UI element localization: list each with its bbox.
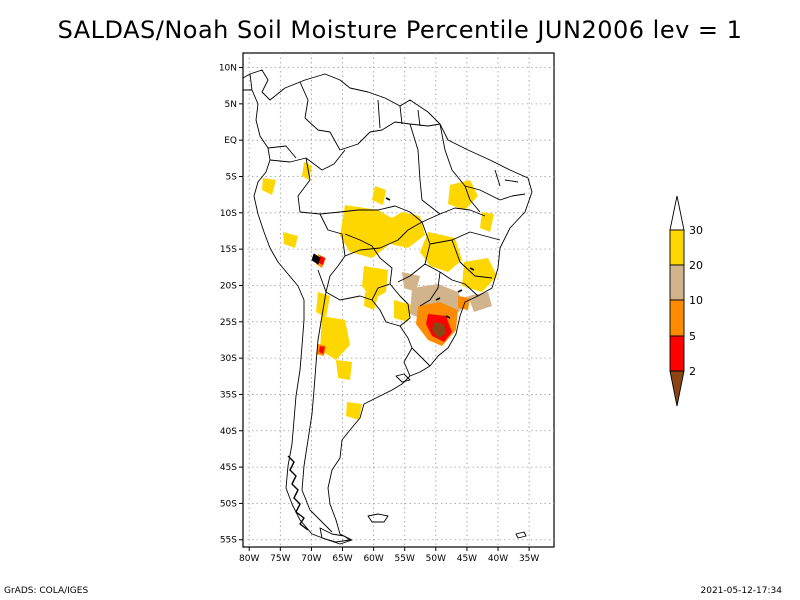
legend-label-2: 2 — [689, 365, 696, 378]
lon-tick-label: 35W — [519, 554, 539, 564]
border-guianas — [377, 99, 421, 129]
shade-sp-orange — [458, 296, 470, 310]
shade-amazon-north — [372, 186, 386, 205]
shade-rs-south — [394, 300, 412, 322]
shade-argentina-red — [319, 346, 325, 354]
shade-argentina-central — [336, 360, 352, 380]
soil-moisture-shading — [262, 162, 497, 420]
longitude-axis: 80W 75W 70W 65W 60W 55W 50W 45W 40W 35W — [239, 547, 539, 564]
border-paraguay — [371, 283, 411, 327]
brazil-states — [319, 123, 526, 307]
central-america — [242, 73, 252, 91]
legend-label-10: 10 — [689, 294, 703, 307]
shade-argentina-nw — [320, 316, 350, 360]
lon-tick-label: 70W — [301, 554, 321, 564]
legend-box-5-10 — [669, 299, 685, 337]
shade-bahia — [480, 212, 494, 232]
shade-bolivia-east — [362, 266, 388, 300]
shade-minas — [462, 258, 497, 292]
map-frame — [242, 52, 555, 548]
lat-tick-label: 40S — [220, 427, 237, 437]
border-venezuela-brazil — [339, 121, 441, 151]
lagoa-dos-patos — [395, 373, 411, 383]
shade-patagonia-north — [346, 402, 362, 420]
lat-tick-label: 15S — [220, 245, 237, 255]
color-legend: 30 20 10 5 2 — [669, 195, 703, 407]
timestamp: 2021-05-12-17:34 — [700, 586, 783, 596]
lake-titicaca — [311, 253, 321, 265]
shade-goias — [420, 232, 462, 272]
latitude-axis: 10N 5N EQ 5S 10S 15S 20S 25S 30S 35S 40S 45S 50S 55S — [219, 64, 243, 546]
coastlines-and-borders — [242, 69, 533, 545]
legend-box-20-30 — [669, 229, 685, 266]
legend-label-30: 30 — [689, 224, 703, 237]
lat-tick-label: 5S — [226, 173, 238, 183]
lat-tick-label: 5N — [225, 100, 237, 110]
shade-peru-red — [319, 256, 325, 265]
lon-tick-label: 75W — [270, 554, 290, 564]
border-uruguay — [403, 347, 413, 377]
shade-rio-tan — [468, 292, 492, 312]
shade-peru-north — [262, 178, 276, 195]
legend-box-10-20 — [669, 264, 685, 301]
lon-tick-label: 40W — [488, 554, 508, 564]
lat-tick-label: 25S — [220, 318, 237, 328]
lat-tick-label: EQ — [224, 136, 237, 146]
falkland-islands — [367, 513, 389, 523]
lat-tick-label: 20S — [220, 281, 237, 291]
lat-lon-grid — [243, 53, 554, 547]
legend-box-2-5 — [669, 335, 685, 372]
border-peru-brazil — [297, 157, 346, 257]
legend-label-5: 5 — [689, 330, 696, 343]
border-bolivia — [325, 233, 393, 301]
chile-fjords — [287, 455, 309, 531]
shade-chile-north — [316, 292, 330, 318]
lat-tick-label: 55S — [220, 536, 237, 546]
lat-tick-label: 45S — [220, 463, 237, 473]
legend-arrow-top — [669, 195, 685, 231]
small-island — [515, 531, 527, 539]
border-colombia-south — [269, 149, 346, 171]
lat-tick-label: 50S — [220, 499, 237, 509]
south-america-coastline — [249, 69, 533, 545]
lon-tick-label: 55W — [395, 554, 415, 564]
tierra-del-fuego — [319, 527, 351, 543]
lat-tick-label: 10N — [219, 64, 237, 74]
border-peru-chile — [317, 269, 327, 293]
shade-parana-brown — [432, 322, 446, 338]
shade-mato-grosso — [340, 205, 425, 258]
lon-tick-label: 65W — [332, 554, 352, 564]
lat-tick-label: 35S — [220, 390, 237, 400]
border-chile-argentina — [301, 291, 333, 533]
lon-tick-label: 45W — [457, 554, 477, 564]
grads-credit: GrADS: COLA/IGES — [4, 586, 89, 596]
shade-paraguay — [364, 292, 378, 310]
map-title: SALDAS/Noah Soil Moisture Percentile JUN… — [57, 16, 743, 44]
lon-tick-label: 60W — [363, 554, 383, 564]
lat-tick-label: 10S — [220, 209, 237, 219]
reservoirs — [385, 197, 475, 319]
shade-peru-south — [283, 232, 298, 248]
shade-goias-tan — [402, 272, 420, 292]
lon-tick-label: 80W — [239, 554, 259, 564]
lon-tick-label: 50W — [426, 554, 446, 564]
legend-label-20: 20 — [689, 259, 703, 272]
border-colombia-venezuela — [299, 81, 341, 151]
border-ecuador-peru — [267, 145, 297, 159]
lat-tick-label: 30S — [220, 354, 237, 364]
legend-arrow-bottom — [669, 370, 685, 407]
